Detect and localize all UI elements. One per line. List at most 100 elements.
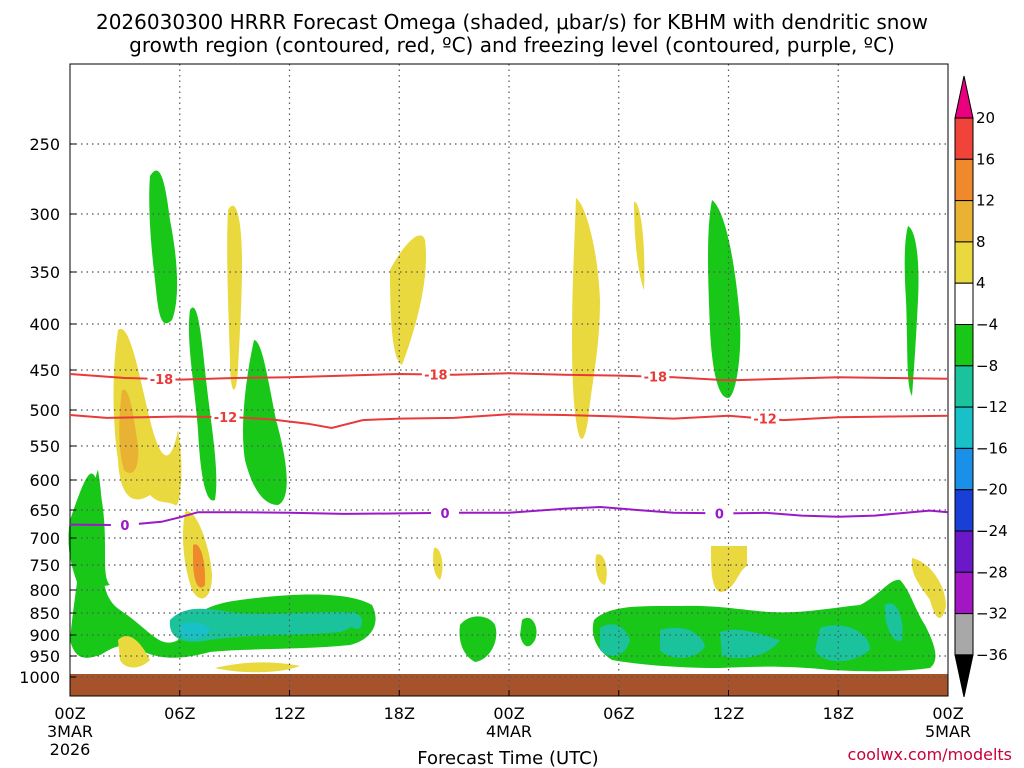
x-tick-6: 06Z (164, 704, 195, 723)
colorbar-top-arrow (954, 75, 974, 119)
colorbar-label-8: −16 (976, 439, 1008, 457)
contour-line-2 (69, 505, 949, 527)
x-tick-date-48: 5MAR (925, 722, 971, 741)
x-tick-0: 00Z (54, 704, 85, 723)
omega-region-green-strip-2 (188, 307, 217, 501)
colorbar-label-9: −20 (976, 481, 1008, 499)
colorbar-segment-6 (954, 365, 974, 408)
gridlines (70, 64, 948, 696)
contour-label-2-1: 0 (440, 507, 449, 522)
omega-region-teal-lowlevel-right-1 (600, 624, 630, 656)
x-tick-date-0: 3MAR (47, 722, 93, 741)
contour-label-1-0: -12 (214, 411, 238, 426)
contour-label-0-2: -18 (644, 371, 668, 386)
y-tick-550: 550 (29, 437, 60, 456)
contour-label-bg (751, 410, 780, 426)
contour-line-0 (69, 372, 949, 382)
colorbar-label-12: −32 (976, 605, 1008, 623)
y-tick-400: 400 (29, 315, 60, 334)
colorbar-segment-8 (954, 447, 974, 491)
y-axis: 250 300 350 400 450 500 550 600 650 700 750 800 850 9… (19, 135, 76, 687)
colorbar-label-4: 4 (976, 274, 986, 292)
colorbar-segment-12 (954, 613, 974, 656)
contour-label-1-1: -12 (753, 413, 777, 428)
omega-region-yellow-right-edge (911, 558, 946, 618)
omega-region-yellow-streak-middle (572, 198, 600, 439)
omega-region-green-midlevel-left (68, 473, 110, 590)
y-tick-450: 450 (29, 361, 60, 380)
x-tick-42: 18Z (823, 704, 854, 723)
y-tick-350: 350 (29, 263, 60, 282)
contour-label-bg (421, 366, 450, 382)
x-tick-24: 00Z (493, 704, 524, 723)
x-tick-year-0: 2026 (50, 740, 91, 759)
omega-region-teal-lowlevel-right-5 (884, 603, 903, 641)
y-tick-1000: 1000 (19, 668, 60, 687)
omega-region-orange-lower (193, 544, 206, 588)
colorbar-segment-3 (954, 241, 974, 284)
credit-text: coolwx.com/modelts (848, 745, 1012, 764)
colorbar-segment-9 (954, 489, 974, 532)
y-tick-750: 750 (29, 556, 60, 575)
omega-region-yellow-upper-1 (227, 205, 242, 390)
contour-label-2-2: 0 (715, 507, 724, 522)
colorbar-segment-2 (954, 200, 974, 243)
omega-region-yellow-small-2 (595, 554, 607, 585)
colorbar-label-1: 16 (976, 150, 995, 168)
contour-label-2-0: 0 (120, 519, 129, 534)
y-tick-800: 800 (29, 581, 60, 600)
colorbar-label-6: −8 (976, 357, 998, 375)
x-tick-12: 12Z (274, 704, 305, 723)
contour-label-bg (641, 368, 670, 384)
x-tick-18: 18Z (384, 704, 415, 723)
colorbar-label-0: 20 (976, 109, 995, 127)
contour-lines: -18 -18 -18 -12 -12 0 0 0 (69, 366, 949, 534)
omega-region-green-lowlevel-left (70, 470, 376, 658)
omega-region-yellow-upper-2 (390, 235, 426, 365)
colorbar-label-3: 8 (976, 233, 986, 251)
colorbar-label-7: −12 (976, 398, 1008, 416)
omega-region-yellow-bottom-strip (215, 662, 300, 673)
contour-label-0-1: -18 (424, 369, 448, 384)
contour-label-bg (110, 517, 139, 533)
colorbar-label-11: −28 (976, 563, 1008, 581)
colorbar-segment-5 (954, 324, 974, 367)
x-axis-label: Forecast Time (UTC) (417, 748, 598, 768)
omega-region-orange-left (119, 389, 139, 473)
y-tick-850: 850 (29, 604, 60, 623)
colorbar-segment-11 (954, 571, 974, 615)
colorbar-segment-1 (954, 158, 974, 202)
y-tick-300: 300 (29, 205, 60, 224)
colorbar-segment-7 (954, 406, 974, 449)
omega-region-teal-lowlevel-right-2 (660, 627, 705, 658)
omega-region-green-small-2 (520, 617, 537, 647)
chart-title-line2: growth region (contoured, red, ºC) and f… (129, 33, 895, 57)
omega-shading (68, 170, 946, 673)
x-tick-36: 12Z (713, 704, 744, 723)
x-tick-date-24: 4MAR (486, 722, 532, 741)
omega-region-teal-lowlevel-right-3 (720, 629, 780, 659)
omega-region-yellow-box (711, 546, 747, 592)
colorbar-label-2: 12 (976, 192, 995, 210)
omega-region-yellow-narrow-middle (634, 201, 645, 290)
contour-label-bg (705, 505, 734, 521)
contour-label-bg (211, 409, 240, 425)
y-tick-600: 600 (29, 471, 60, 490)
omega-region-green-strip-5 (904, 226, 919, 396)
colorbar-segment-10 (954, 530, 974, 573)
omega-region-green-strip-1 (149, 170, 178, 324)
omega-region-teal-lowlevel-left (169, 608, 356, 642)
omega-region-teal-lowlevel-right-4 (815, 625, 870, 662)
omega-region-green-lowlevel-right (592, 579, 936, 672)
omega-region-yellow-bottom-left (118, 636, 150, 668)
omega-region-green-strip-3 (243, 340, 287, 505)
colorbar-bottom-arrow (954, 654, 974, 698)
colorbar-label-10: −24 (976, 522, 1008, 540)
y-tick-250: 250 (29, 135, 60, 154)
chart-title-line1: 2026030300 HRRR Forecast Omega (shaded, … (96, 10, 928, 34)
y-tick-700: 700 (29, 529, 60, 548)
contour-label-bg (147, 371, 176, 387)
colorbar-label-5: −4 (976, 316, 998, 334)
